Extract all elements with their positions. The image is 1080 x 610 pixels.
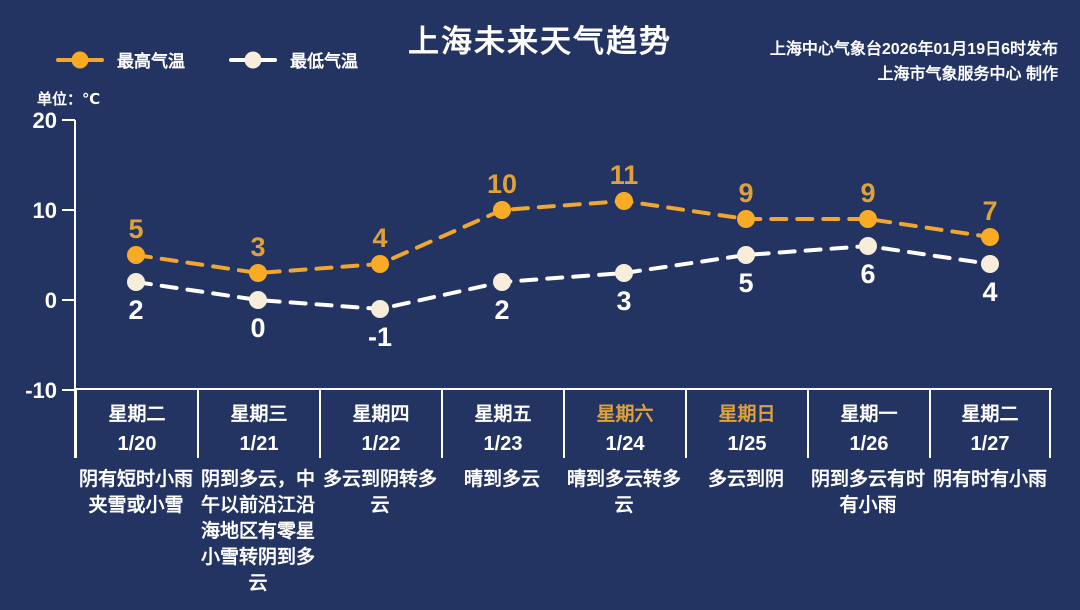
low-temp-value-label: 0 — [250, 313, 265, 343]
weekday-label: 星期日 — [718, 404, 776, 425]
low-temp-point — [981, 255, 999, 273]
forecast-column: 星期二 1/27 阴有时有小雨 — [929, 390, 1051, 597]
forecast-column: 星期四 1/22 多云到阴转多云 — [319, 390, 441, 597]
date-label: 1/27 — [970, 433, 1010, 455]
date-label: 1/24 — [605, 433, 645, 455]
high-temp-value-label: 3 — [250, 232, 265, 262]
weekday-label: 星期三 — [230, 404, 288, 425]
forecast-column: 星期一 1/26 阴到多云有时有小雨 — [807, 390, 929, 597]
weekday-label: 星期一 — [840, 404, 898, 425]
high-temp-value-label: 5 — [128, 214, 143, 244]
weekday-label: 星期二 — [108, 404, 166, 425]
high-temp-point — [127, 246, 145, 264]
forecast-column-header: 星期三 1/21 — [197, 390, 319, 458]
high-temp-point — [493, 201, 511, 219]
low-temp-line — [134, 243, 992, 312]
high-temp-point — [249, 264, 267, 282]
y-axis-tick-label: 10 — [33, 198, 57, 223]
weather-description: 阴到多云，中午以前沿江沿海地区有零星小雪转阴到多云 — [200, 469, 315, 594]
date-label: 1/26 — [849, 433, 889, 455]
weather-description: 晴到多云转多云 — [566, 469, 681, 516]
low-temp-value-label: 4 — [982, 277, 997, 307]
forecast-column-header: 星期五 1/23 — [441, 390, 563, 458]
forecast-column-header: 星期一 1/26 — [807, 390, 929, 458]
low-temp-point — [249, 291, 267, 309]
high-temp-point — [859, 210, 877, 228]
high-temp-line — [134, 198, 992, 276]
low-temp-value-label: 6 — [860, 259, 875, 289]
high-temp-point — [737, 210, 755, 228]
forecast-column: 星期二 1/20 阴有短时小雨夹雪或小雪 — [75, 390, 197, 597]
legend: 最高气温 最低气温 — [56, 47, 358, 72]
y-axis-tick-label: -10 — [25, 378, 57, 403]
low-temp-value-label: 3 — [616, 286, 631, 316]
legend-label-low: 最低气温 — [290, 52, 358, 71]
weekday-label: 星期四 — [352, 404, 410, 425]
date-label: 1/20 — [117, 433, 157, 455]
forecast-column: 星期三 1/21 阴到多云，中午以前沿江沿海地区有零星小雪转阴到多云 — [197, 390, 319, 597]
high-temp-value-label: 11 — [610, 160, 639, 190]
low-temp-point — [737, 246, 755, 264]
forecast-table: 星期二 1/20 阴有短时小雨夹雪或小雪 星期三 1/21 阴到多云，中午以前沿江沿海地区… — [75, 390, 1051, 597]
high-temp-value-label: 4 — [372, 223, 387, 253]
high-temp-line-icon — [56, 51, 104, 69]
date-label: 1/23 — [483, 433, 523, 455]
high-temp-value-label: 9 — [738, 178, 753, 208]
high-temp-point — [981, 228, 999, 246]
legend-label-high: 最高气温 — [117, 52, 185, 71]
unit-label: 单位：℃ — [37, 91, 101, 108]
high-temp-point — [615, 192, 633, 210]
weather-description: 阴到多云有时有小雨 — [810, 469, 925, 516]
high-temp-point — [371, 255, 389, 273]
low-temp-value-label: 5 — [738, 268, 753, 298]
date-label: 1/21 — [239, 433, 279, 455]
weekday-label: 星期二 — [961, 404, 1019, 425]
date-label: 1/25 — [727, 433, 767, 455]
publisher-info: 上海中心气象台2026年01月19日6时发布 上海市气象服务中心 制作 — [770, 37, 1058, 87]
low-temp-point — [371, 300, 389, 318]
low-temp-point — [493, 273, 511, 291]
low-temp-value-label: 2 — [128, 295, 143, 325]
y-axis-tick-label: 0 — [45, 288, 57, 313]
forecast-column-header: 星期日 1/25 — [685, 390, 807, 458]
forecast-column: 星期六 1/24 晴到多云转多云 — [563, 390, 685, 597]
weather-description: 阴有短时小雨夹雪或小雪 — [78, 469, 193, 516]
forecast-column: 星期五 1/23 晴到多云 — [441, 390, 563, 597]
weekday-label: 星期五 — [474, 404, 532, 425]
legend-item-low-temp: 最低气温 — [229, 47, 358, 72]
low-temp-point — [615, 264, 633, 282]
publisher-line-2: 上海市气象服务中心 制作 — [877, 66, 1058, 83]
weekday-label: 星期六 — [596, 404, 654, 425]
page-title: 上海未来天气趋势 — [408, 24, 672, 59]
high-temp-value-label: 10 — [487, 169, 517, 199]
y-axis-tick-label: 20 — [33, 108, 57, 133]
publisher-line-1: 上海中心气象台2026年01月19日6时发布 — [769, 41, 1058, 58]
forecast-column: 星期日 1/25 多云到阴 — [685, 390, 807, 597]
low-temp-point — [859, 237, 877, 255]
legend-item-high-temp: 最高气温 — [56, 47, 185, 72]
weather-description: 多云到阴转多云 — [322, 469, 437, 516]
low-temp-value-label: -1 — [368, 322, 392, 352]
date-label: 1/22 — [361, 433, 401, 455]
weather-description: 多云到阴 — [707, 469, 784, 490]
low-temp-point — [127, 273, 145, 291]
high-temp-value-label: 9 — [860, 178, 875, 208]
forecast-column-header: 星期二 1/20 — [75, 390, 197, 458]
forecast-column-header: 星期二 1/27 — [929, 390, 1051, 458]
forecast-column-header: 星期六 1/24 — [563, 390, 685, 458]
weather-description: 晴到多云 — [463, 469, 540, 490]
forecast-column-header: 星期四 1/22 — [319, 390, 441, 458]
high-temp-value-label: 7 — [982, 196, 997, 226]
low-temp-line-icon — [229, 51, 277, 69]
low-temp-value-label: 2 — [494, 295, 509, 325]
weather-description: 阴有时有小雨 — [932, 469, 1047, 490]
